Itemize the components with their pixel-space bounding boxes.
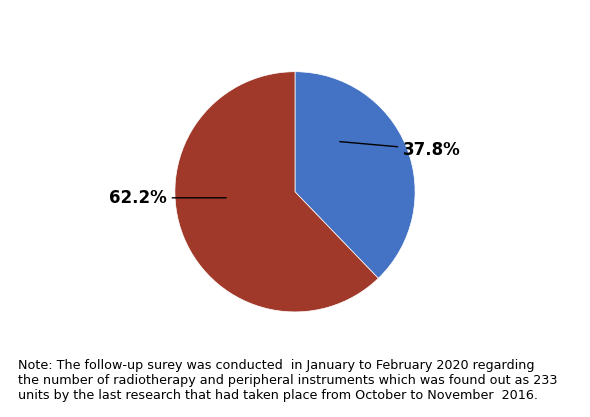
Text: 37.8%: 37.8% [340, 141, 461, 159]
Text: Note: The follow-up surey was conducted  in January to February 2020 regarding
t: Note: The follow-up surey was conducted … [18, 359, 557, 402]
Wedge shape [295, 72, 415, 278]
Text: 62.2%: 62.2% [109, 189, 226, 207]
Wedge shape [175, 72, 378, 312]
